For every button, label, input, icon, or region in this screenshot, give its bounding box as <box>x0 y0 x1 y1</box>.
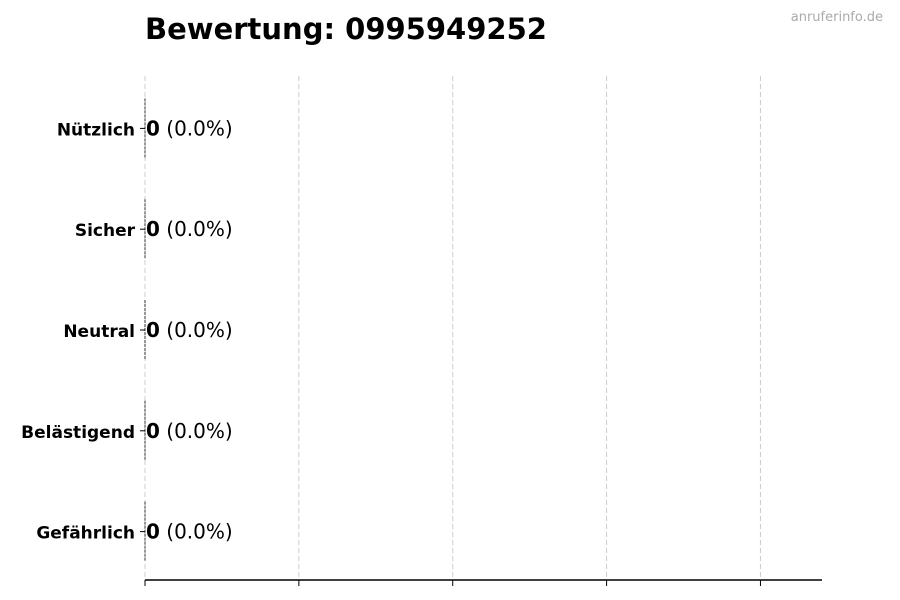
data-label: 0 (0.0%) <box>146 116 233 140</box>
data-label-count: 0 <box>146 116 160 140</box>
chart-title: Bewertung: 0995949252 <box>145 12 547 46</box>
category-label: Sicher <box>75 221 136 241</box>
data-label-count: 0 <box>146 318 160 342</box>
data-label: 0 (0.0%) <box>146 419 233 443</box>
data-label-percent: (0.0%) <box>160 520 233 544</box>
data-label: 0 (0.0%) <box>146 217 233 241</box>
data-label-percent: (0.0%) <box>160 419 233 443</box>
data-label-count: 0 <box>146 419 160 443</box>
category-label: Belästigend <box>21 423 135 443</box>
data-label-count: 0 <box>146 520 160 544</box>
watermark: anruferinfo.de <box>790 10 883 25</box>
category-label: Nützlich <box>57 120 135 140</box>
data-label: 0 (0.0%) <box>146 318 233 342</box>
data-label-percent: (0.0%) <box>160 116 233 140</box>
category-label: Gefährlich <box>36 524 135 544</box>
data-label-percent: (0.0%) <box>160 217 233 241</box>
data-label-count: 0 <box>146 217 160 241</box>
data-label-percent: (0.0%) <box>160 318 233 342</box>
data-label: 0 (0.0%) <box>146 520 233 544</box>
category-label: Neutral <box>63 322 135 342</box>
